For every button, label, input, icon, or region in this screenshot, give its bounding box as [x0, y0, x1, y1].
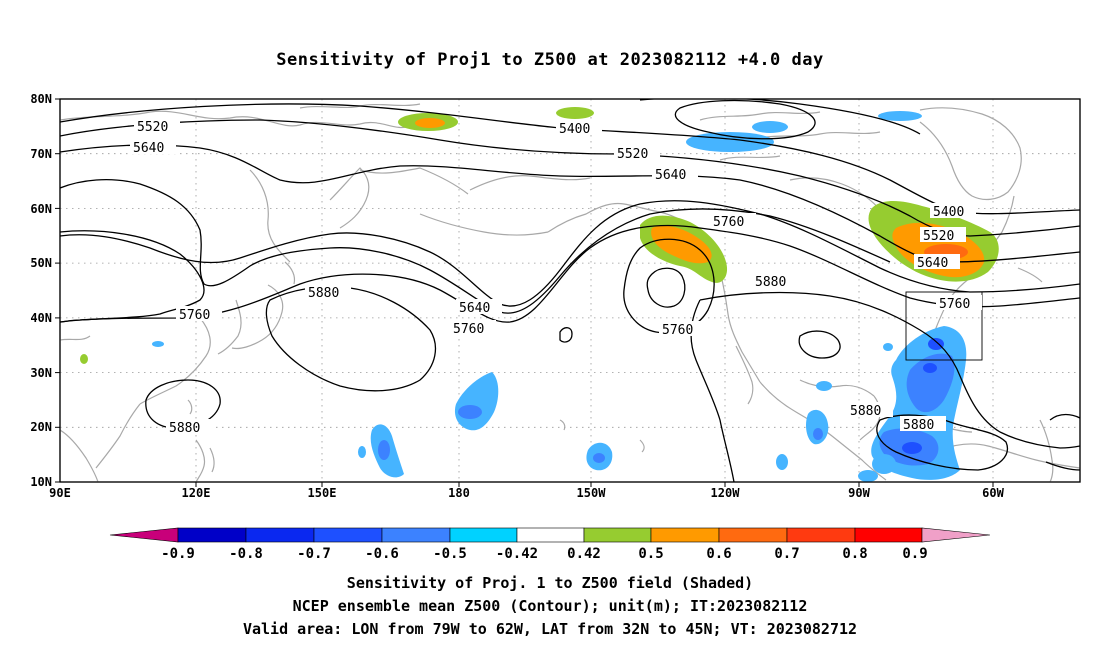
lat-label: 60N [30, 202, 52, 216]
svg-text:5880: 5880 [169, 421, 200, 436]
lat-label: 30N [30, 366, 52, 380]
colorbar-segment [516, 527, 585, 543]
contour-label: 5640 [914, 254, 960, 271]
svg-text:5640: 5640 [459, 301, 490, 316]
colorbar: -0.9 -0.8 -0.7 -0.6 -0.5 -0.42 0.42 0.5 … [109, 527, 991, 562]
svg-text:5760: 5760 [713, 215, 744, 230]
contour-label: 5520 [134, 118, 180, 135]
lon-label: 90W [848, 486, 870, 500]
lon-label: 120E [182, 486, 211, 500]
colorbar-segment [921, 527, 991, 543]
caption-valid-area: Valid area: LON from 79W to 62W, LAT fro… [242, 620, 858, 638]
colorbar-segment [313, 527, 383, 543]
svg-text:5880: 5880 [850, 404, 881, 419]
svg-text:5760: 5760 [179, 308, 210, 323]
colorbar-label: -0.5 [433, 546, 467, 562]
contour-label: 5400 [930, 203, 976, 220]
lon-label: 90E [49, 486, 71, 500]
colorbar-segment [786, 527, 856, 543]
colorbar-label: 0.7 [774, 546, 799, 562]
colorbar-label: -0.7 [297, 546, 331, 562]
lat-label: 40N [30, 311, 52, 325]
contour-label: 5760 [450, 320, 496, 337]
contour-label: 5760 [936, 295, 982, 312]
caption-contour: NCEP ensemble mean Z500 (Contour); unit(… [292, 597, 808, 615]
svg-text:5400: 5400 [933, 205, 964, 220]
colorbar-segment [583, 527, 652, 543]
colorbar-label: -0.8 [229, 546, 263, 562]
contour-label: 5880 [847, 402, 893, 419]
colorbar-label: 0.6 [706, 546, 731, 562]
colorbar-segment [245, 527, 315, 543]
lat-label: 80N [30, 92, 52, 106]
figure-title: Sensitivity of Proj1 to Z500 at 20230821… [276, 50, 824, 70]
colorbar-segment [718, 527, 788, 543]
colorbar-segment [177, 527, 247, 543]
lon-axis: 90E 120E 150E 180 150W 120W 90W 60W [49, 482, 1005, 500]
contour-label: 5640 [130, 139, 176, 156]
svg-text:5760: 5760 [939, 297, 970, 312]
lat-label: 70N [30, 147, 52, 161]
contour-labels: 5520 5640 5400 5520 5640 5760 5880 5760 … [130, 118, 982, 436]
colorbar-label: -0.9 [161, 546, 195, 562]
colorbar-label: -0.42 [496, 546, 538, 562]
svg-text:5520: 5520 [923, 229, 954, 244]
valid-area-box [905, 291, 983, 361]
contour-label: 5760 [176, 306, 222, 323]
contour-label: 5520 [614, 145, 660, 162]
lon-label: 150E [308, 486, 337, 500]
svg-text:5760: 5760 [453, 322, 484, 337]
contour-label: 5880 [305, 284, 351, 301]
svg-text:5640: 5640 [655, 168, 686, 183]
lat-label: 50N [30, 256, 52, 270]
colorbar-segment [381, 527, 451, 543]
colorbar-label: 0.8 [842, 546, 867, 562]
colorbar-segment [449, 527, 518, 543]
svg-text:5400: 5400 [559, 122, 590, 137]
caption-shading: Sensitivity of Proj. 1 to Z500 field (Sh… [346, 574, 754, 592]
contour-label: 5880 [900, 416, 946, 433]
svg-text:5760: 5760 [662, 323, 693, 338]
svg-text:5520: 5520 [617, 147, 648, 162]
contour-label: 5400 [556, 120, 602, 137]
svg-text:5640: 5640 [917, 256, 948, 271]
contour-label: 5760 [710, 213, 756, 230]
colorbar-segment [650, 527, 720, 543]
colorbar-segment [854, 527, 923, 543]
lat-label: 20N [30, 420, 52, 434]
svg-text:5880: 5880 [903, 418, 934, 433]
contour-label: 5640 [456, 299, 502, 316]
lon-label: 120W [711, 486, 741, 500]
contour-label: 5760 [659, 321, 705, 338]
lat-label: 10N [30, 475, 52, 489]
svg-text:5880: 5880 [755, 275, 786, 290]
colorbar-label: 0.9 [902, 546, 927, 562]
lon-label: 180 [448, 486, 470, 500]
colorbar-label: 0.42 [567, 546, 601, 562]
colorbar-label: 0.5 [638, 546, 663, 562]
svg-text:5520: 5520 [137, 120, 168, 135]
contour-label: 5880 [166, 419, 212, 436]
contour-label: 5520 [920, 227, 966, 244]
svg-text:5640: 5640 [133, 141, 164, 156]
colorbar-label: -0.6 [365, 546, 399, 562]
contour-label: 5880 [752, 273, 798, 290]
colorbar-segment [109, 527, 179, 543]
lat-axis: 80N 70N 60N 50N 40N 30N 20N 10N [30, 92, 60, 489]
lon-label: 150W [577, 486, 607, 500]
contour-label: 5640 [652, 166, 698, 183]
svg-text:5880: 5880 [308, 286, 339, 301]
lon-label: 60W [982, 486, 1004, 500]
